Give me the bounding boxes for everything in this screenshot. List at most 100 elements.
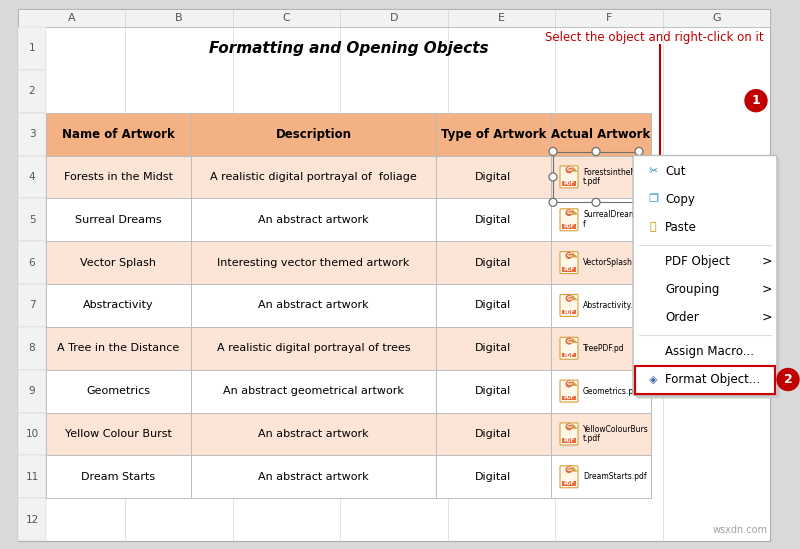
Circle shape [592, 148, 600, 155]
Circle shape [566, 338, 573, 345]
Text: TreePDF.pd: TreePDF.pd [583, 344, 625, 353]
Bar [191, 455, 436, 498]
Bar [562, 396, 576, 400]
Text: Name of Artwork: Name of Artwork [62, 127, 175, 141]
Bar [436, 455, 551, 498]
Bar [551, 113, 651, 155]
Polygon shape [573, 467, 577, 471]
Bar [46, 241, 191, 284]
Text: An abstract geometrical artwork: An abstract geometrical artwork [223, 386, 404, 396]
Polygon shape [573, 253, 577, 257]
Text: PDF: PDF [563, 310, 574, 315]
Bar [551, 412, 651, 455]
Text: Order: Order [665, 311, 698, 324]
Bar [191, 198, 436, 241]
Bar [46, 412, 191, 455]
Bar [46, 455, 191, 498]
Text: An abstract artwork: An abstract artwork [258, 429, 369, 439]
Text: >: > [762, 255, 772, 268]
Circle shape [635, 148, 643, 155]
Text: 4: 4 [29, 172, 35, 182]
FancyBboxPatch shape [560, 251, 578, 273]
Text: Copy: Copy [665, 193, 695, 206]
Bar [46, 369, 191, 412]
Circle shape [549, 198, 557, 206]
Text: PDF Object: PDF Object [665, 255, 730, 268]
Circle shape [777, 368, 799, 390]
Circle shape [549, 148, 557, 155]
Text: Digital: Digital [475, 257, 512, 267]
Circle shape [592, 198, 600, 206]
Text: PDF: PDF [563, 395, 574, 400]
Text: 10: 10 [26, 429, 38, 439]
Text: Cut: Cut [665, 165, 686, 178]
Circle shape [635, 198, 643, 206]
Circle shape [566, 380, 573, 388]
Bar [551, 284, 651, 327]
Text: An abstract artwork: An abstract artwork [258, 300, 369, 310]
Text: 9: 9 [29, 386, 35, 396]
Text: PDF: PDF [563, 352, 574, 357]
Bar [18, 498, 46, 541]
Bar [436, 241, 551, 284]
Circle shape [566, 252, 573, 259]
Text: 3: 3 [29, 129, 35, 139]
Text: PDF: PDF [563, 438, 574, 443]
Bar [436, 327, 551, 369]
Text: D: D [390, 13, 398, 23]
Bar [191, 412, 436, 455]
Bar [436, 198, 551, 241]
Text: Select the object and right-click on it: Select the object and right-click on it [545, 31, 764, 44]
Text: 1: 1 [29, 43, 35, 53]
Text: Actual Artwork: Actual Artwork [551, 127, 650, 141]
Text: Geometrics.p: Geometrics.p [583, 386, 634, 396]
Bar [191, 369, 436, 412]
Text: G: G [712, 13, 721, 23]
Bar [18, 284, 46, 327]
FancyBboxPatch shape [636, 159, 780, 399]
Text: Formatting and Opening Objects: Formatting and Opening Objects [209, 41, 488, 56]
Text: G: G [566, 296, 571, 301]
Bar [18, 113, 46, 155]
Text: A realistic digital portrayal of  foliage: A realistic digital portrayal of foliage [210, 172, 417, 182]
Text: 📋: 📋 [650, 222, 656, 232]
Text: Digital: Digital [475, 172, 512, 182]
Text: Assign Macro...: Assign Macro... [665, 345, 754, 358]
Text: 7: 7 [29, 300, 35, 310]
Text: A realistic digital portrayal of trees: A realistic digital portrayal of trees [217, 343, 410, 353]
Text: ✂: ✂ [648, 166, 658, 176]
Text: Digital: Digital [475, 300, 512, 310]
Text: A Tree in the Distance: A Tree in the Distance [58, 343, 180, 353]
Text: G: G [566, 467, 571, 472]
FancyBboxPatch shape [633, 155, 777, 395]
Text: G: G [566, 424, 571, 429]
Text: Dream Starts: Dream Starts [82, 472, 155, 482]
Bar [18, 455, 46, 498]
Text: PDF: PDF [563, 481, 574, 486]
Polygon shape [573, 295, 577, 300]
Text: Grouping: Grouping [665, 283, 719, 296]
Text: An abstract artwork: An abstract artwork [258, 215, 369, 225]
Bar [46, 198, 191, 241]
Bar [18, 412, 46, 455]
Text: B: B [175, 13, 183, 23]
Text: G: G [566, 253, 571, 258]
Text: 2: 2 [29, 86, 35, 96]
Text: Digital: Digital [475, 343, 512, 353]
Text: G: G [566, 382, 571, 386]
Text: C: C [282, 13, 290, 23]
Bar [191, 113, 436, 155]
Text: A: A [68, 13, 75, 23]
Bar [46, 327, 191, 369]
Text: Forests in the Midst: Forests in the Midst [64, 172, 173, 182]
Bar [46, 284, 191, 327]
Bar [562, 225, 576, 229]
FancyBboxPatch shape [560, 166, 578, 188]
Circle shape [635, 173, 643, 181]
Circle shape [566, 209, 573, 216]
Text: ❐: ❐ [648, 194, 658, 204]
Bar [46, 155, 191, 198]
Text: 1: 1 [752, 94, 760, 107]
Text: DreamStarts.pdf: DreamStarts.pdf [583, 472, 646, 481]
Bar [436, 369, 551, 412]
